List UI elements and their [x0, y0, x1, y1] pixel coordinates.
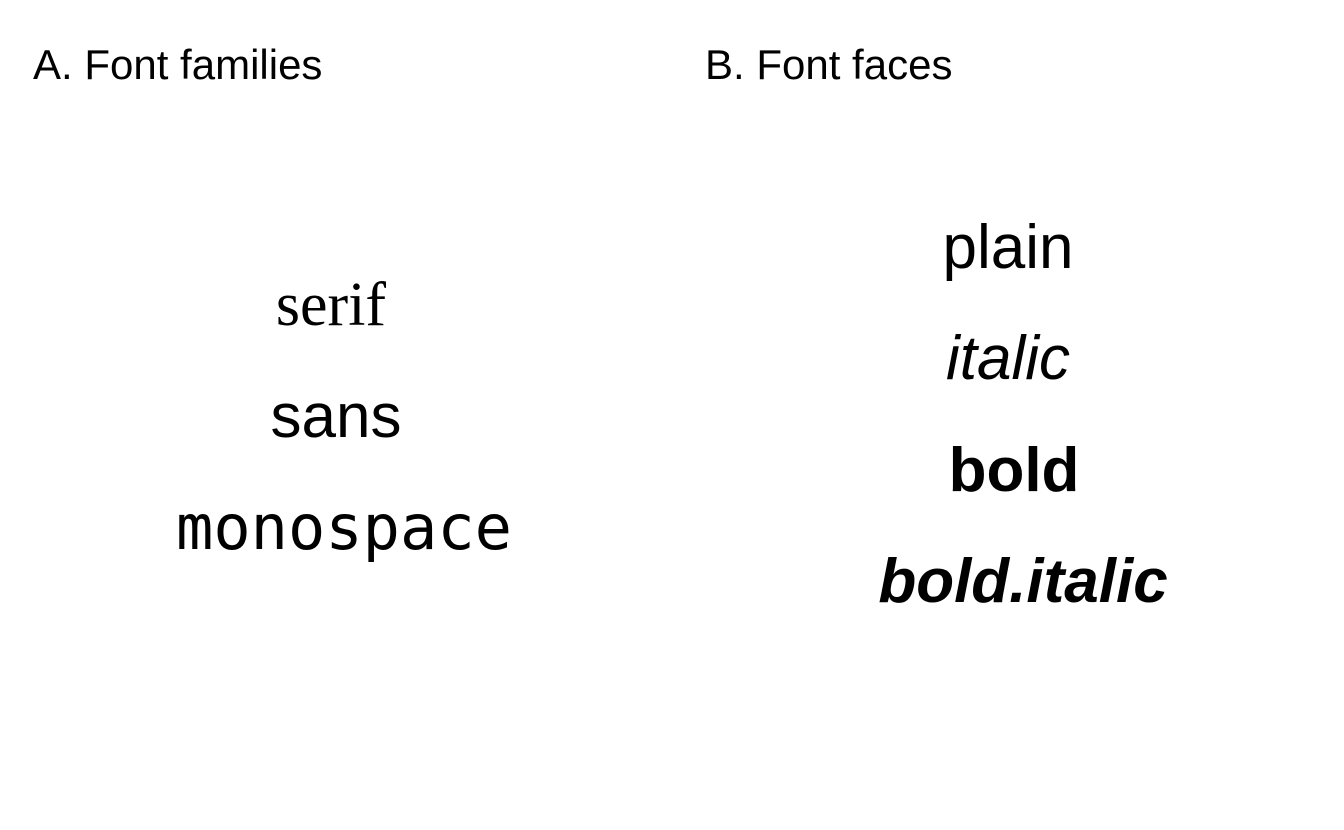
sample-italic: italic	[945, 324, 1071, 393]
sample-sans: sans	[270, 382, 402, 451]
panel-b-title: B. Font faces	[705, 41, 953, 88]
sample-monospace: monospace	[176, 491, 512, 564]
sample-serif: serif	[275, 271, 387, 339]
sample-bold-italic: bold.italic	[878, 547, 1168, 616]
sample-bold: bold	[948, 436, 1080, 505]
panel-a-title: A. Font families	[33, 41, 323, 88]
sample-plain: plain	[942, 213, 1074, 282]
